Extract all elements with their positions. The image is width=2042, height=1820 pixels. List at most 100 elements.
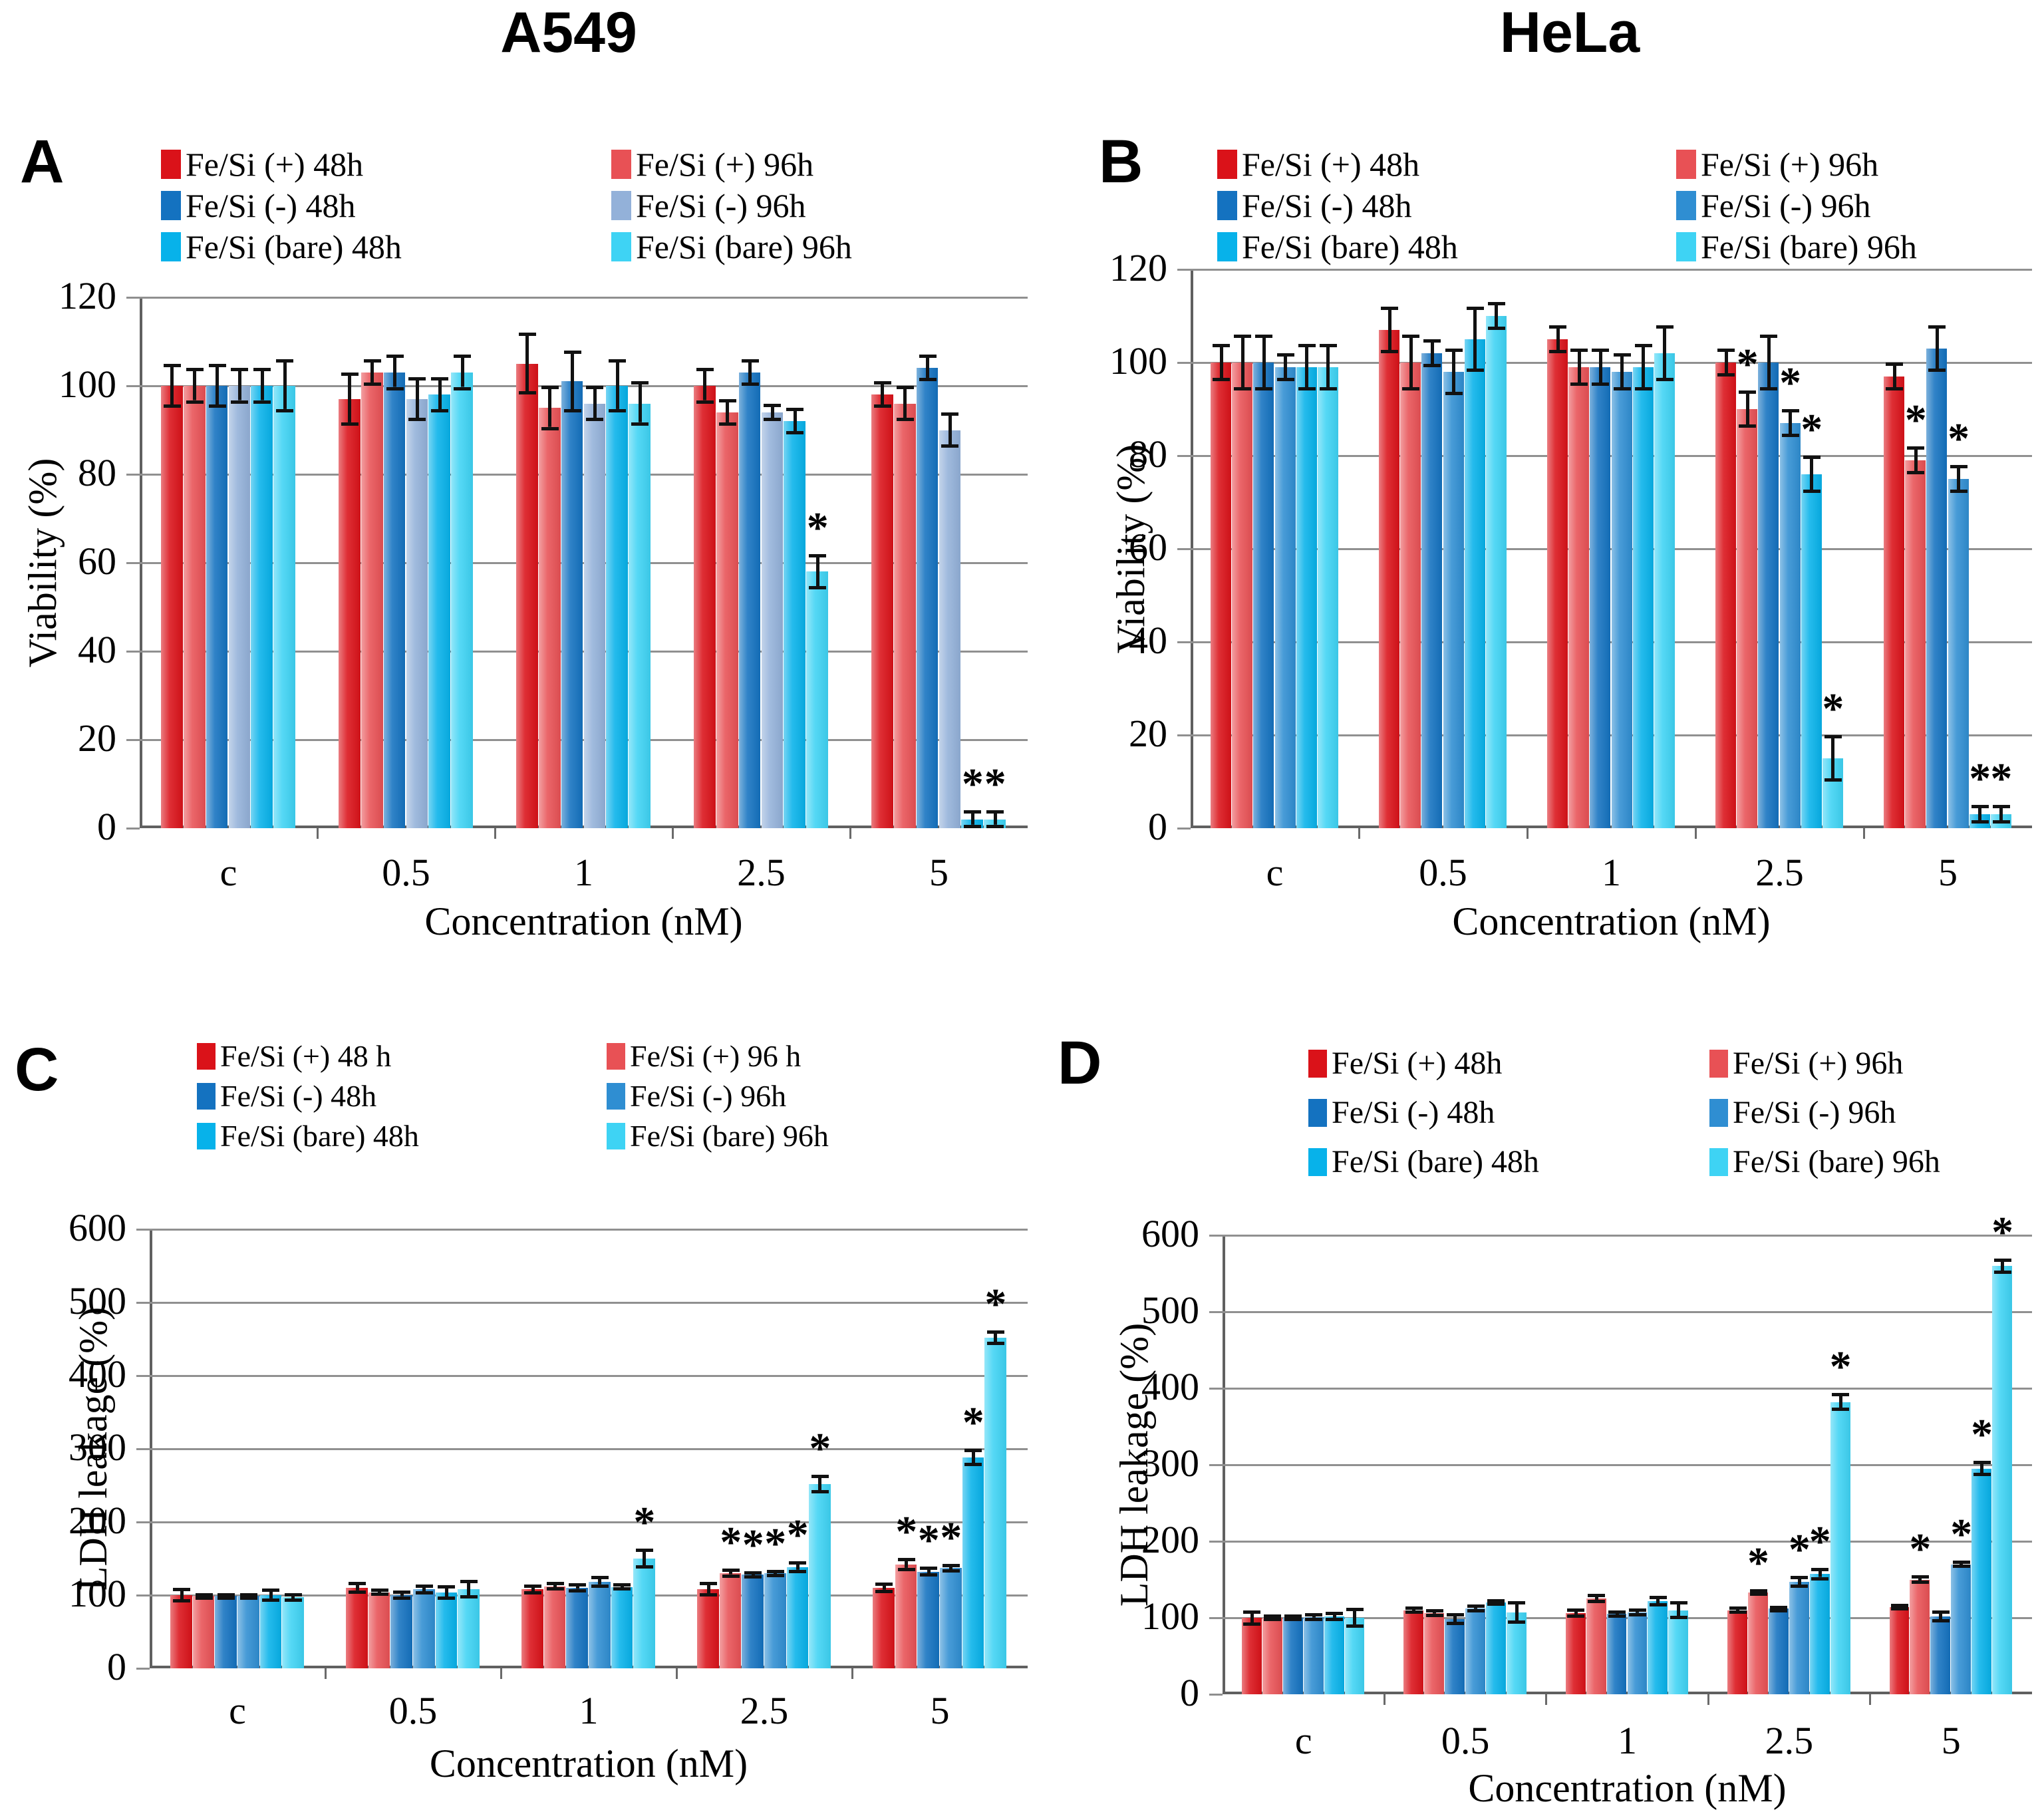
error-bar — [1628, 1608, 1646, 1616]
y-tick-mark — [1177, 641, 1191, 643]
bar — [1506, 1612, 1527, 1694]
y-tick-mark — [1209, 1387, 1223, 1390]
x-tick-label: 2.5 — [737, 851, 786, 894]
error-bar — [1284, 1614, 1302, 1622]
sig-star: * — [1801, 405, 1823, 454]
legend-swatch — [1217, 191, 1237, 220]
bar — [1443, 372, 1464, 828]
error-bar — [563, 350, 581, 412]
legend-label: Fe/Si (+) 48h — [1242, 146, 1420, 183]
legend-swatch — [1709, 1099, 1728, 1127]
error-bar — [1886, 363, 1904, 390]
error-bar — [986, 810, 1004, 828]
legend-swatch — [611, 232, 631, 261]
error-bar — [1781, 409, 1799, 437]
error-bar — [1402, 335, 1420, 390]
error-bar — [569, 1583, 587, 1592]
error-bar — [262, 1589, 280, 1602]
y-tick-mark — [1209, 1310, 1223, 1313]
sig-star: * — [1779, 359, 1802, 407]
bar — [383, 373, 406, 828]
bar — [215, 1596, 237, 1668]
bar — [693, 386, 716, 828]
bar — [346, 1588, 368, 1668]
x-tick-mark — [1526, 828, 1529, 839]
x-tick-label: 0.5 — [1419, 851, 1467, 894]
bar — [1253, 363, 1274, 828]
y-tick-mark — [1209, 1234, 1223, 1237]
error-bar — [635, 1548, 653, 1569]
error-bar — [349, 1582, 366, 1594]
y-tick-mark — [136, 1228, 150, 1231]
x-tick-mark — [316, 828, 319, 839]
y-tick-label: 400 — [69, 1352, 126, 1396]
y-tick-label: 200 — [1141, 1518, 1199, 1561]
error-bar — [1588, 1594, 1606, 1604]
gridline — [1223, 1387, 2032, 1390]
error-bar — [1649, 1595, 1667, 1606]
sig-star: * — [961, 760, 984, 809]
bar — [1627, 1612, 1648, 1694]
legend-label: Fe/Si (-) 48h — [1242, 187, 1412, 224]
error-bar — [1570, 349, 1588, 386]
y-tick-label: 80 — [78, 451, 116, 494]
bar — [1930, 1616, 1951, 1694]
y-tick-label: 0 — [107, 1645, 126, 1688]
bar — [413, 1589, 435, 1668]
bar — [742, 1575, 764, 1668]
y-tick-label: 300 — [69, 1426, 126, 1469]
y-tick-label: 600 — [69, 1206, 126, 1249]
bar — [916, 368, 939, 828]
error-bar — [1891, 1604, 1909, 1611]
error-bar — [1729, 1606, 1747, 1614]
bar — [984, 1337, 1006, 1668]
y-tick-mark — [136, 1374, 150, 1377]
gridline — [150, 1374, 1028, 1377]
gridline — [150, 1301, 1028, 1304]
legend-label: Fe/Si (+) 96 h — [630, 1039, 802, 1073]
bar — [1789, 1581, 1809, 1694]
y-tick-label: 40 — [1129, 619, 1167, 662]
bar — [1465, 1608, 1485, 1694]
bar — [1971, 1468, 1992, 1694]
error-bar — [518, 333, 536, 395]
bar — [361, 373, 383, 828]
error-bar — [1567, 1608, 1585, 1618]
error-bar — [631, 381, 649, 426]
x-tick-mark — [851, 1668, 853, 1679]
error-bar — [1305, 1613, 1323, 1621]
error-bar — [386, 355, 404, 390]
error-bar — [173, 1588, 191, 1602]
error-bar — [1213, 344, 1231, 381]
y-tick-mark — [1177, 454, 1191, 457]
legend-swatch — [607, 1123, 625, 1149]
error-bar — [1608, 1610, 1626, 1618]
error-bar — [1749, 1589, 1767, 1596]
error-bar — [591, 1576, 609, 1588]
legend-swatch — [1217, 150, 1237, 179]
bar — [1379, 330, 1400, 828]
gridline — [1191, 268, 2032, 271]
error-bar — [1739, 390, 1757, 428]
gridline — [1191, 361, 2032, 364]
legend-label: Fe/Si (bare) 96h — [1701, 228, 1917, 265]
bar — [1211, 363, 1232, 828]
error-bar — [524, 1584, 542, 1594]
error-bar — [722, 1569, 740, 1578]
y-tick-label: 20 — [78, 716, 116, 760]
gridline — [140, 384, 1028, 387]
error-bar — [744, 1571, 762, 1579]
error-bar — [1234, 335, 1252, 390]
x-tick-mark — [671, 828, 674, 839]
y-tick-mark — [126, 384, 140, 387]
y-tick-label: 0 — [97, 805, 116, 848]
legend-swatch — [1676, 232, 1696, 261]
bar — [538, 408, 561, 828]
error-bar — [1243, 1610, 1261, 1626]
gridline — [140, 296, 1028, 299]
sig-star: * — [1969, 754, 1991, 803]
error-bar — [1811, 1568, 1829, 1581]
bar — [1485, 316, 1507, 828]
y-tick-mark — [126, 827, 140, 830]
bar — [206, 386, 228, 828]
